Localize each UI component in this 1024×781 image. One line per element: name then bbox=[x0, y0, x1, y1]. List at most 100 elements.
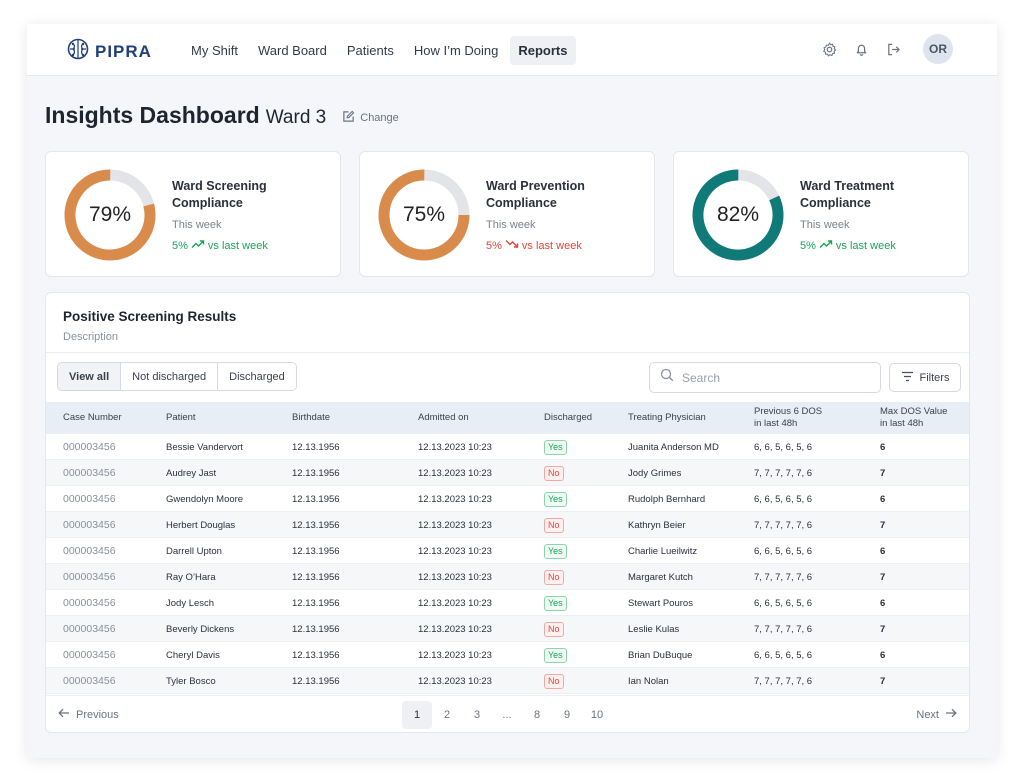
table-row[interactable]: 000003456 Herbert Douglas 12.13.1956 12.13.… bbox=[46, 512, 969, 538]
col-max-dos-header[interactable]: Max DOS Value in last 48h bbox=[880, 406, 948, 429]
table-row[interactable]: 000003456 Tyler Bosco 12.13.1956 12.13.2023… bbox=[46, 668, 969, 694]
nav-link-patients[interactable]: Patients bbox=[346, 43, 394, 58]
discharged-badge: Yes bbox=[544, 439, 567, 455]
nav-link-my-shift[interactable]: My Shift bbox=[191, 43, 238, 58]
case-number-cell: 000003456 bbox=[63, 597, 116, 609]
col-patient-header[interactable]: Patient bbox=[166, 412, 196, 423]
discharged-cell: Yes bbox=[544, 590, 567, 616]
trend-up-icon bbox=[191, 239, 205, 252]
table-row[interactable]: 000003456 Cheryl Davis 12.13.1956 12.13.202… bbox=[46, 642, 969, 668]
previous-dos-cell: 7, 7, 7, 7, 7, 6 bbox=[754, 519, 813, 531]
previous-dos-cell: 7, 7, 7, 7, 7, 6 bbox=[754, 623, 813, 635]
col-case-number-header[interactable]: Case Number bbox=[63, 412, 122, 423]
discharged-badge: Yes bbox=[544, 647, 567, 663]
table-row[interactable]: 000003456 Beverly Dickens 12.13.1956 12.13.… bbox=[46, 616, 969, 642]
patient-cell: Gwendolyn Moore bbox=[166, 493, 244, 505]
table-row[interactable]: 000003456 Bessie Vandervort 12.13.1956 12.1… bbox=[46, 434, 969, 460]
discharged-badge: No bbox=[544, 569, 564, 585]
nav-link-reports[interactable]: Reports bbox=[510, 36, 576, 65]
bell-icon[interactable] bbox=[853, 41, 869, 57]
max-dos-cell: 6 bbox=[880, 441, 886, 453]
col-treating-physician-header[interactable]: Treating Physician bbox=[628, 412, 706, 423]
kpi-period: This week bbox=[800, 219, 850, 231]
max-dos-cell: 7 bbox=[880, 623, 886, 635]
nav-link-ward-board[interactable]: Ward Board bbox=[257, 43, 327, 58]
logout-icon[interactable] bbox=[885, 41, 901, 57]
birthdate-cell: 12.13.1956 bbox=[292, 519, 340, 531]
search-input[interactable] bbox=[682, 370, 872, 385]
compliance-donut bbox=[64, 169, 156, 261]
discharged-badge: Yes bbox=[544, 543, 567, 559]
avatar[interactable]: OR bbox=[923, 34, 953, 64]
nav-link-how-i-m-doing[interactable]: How I’m Doing bbox=[413, 43, 499, 58]
previous-dos-cell: 7, 7, 7, 7, 7, 6 bbox=[754, 467, 813, 479]
patient-cell: Beverly Dickens bbox=[166, 623, 235, 635]
case-number-cell: 000003456 bbox=[63, 519, 116, 531]
patient-cell: Darrell Upton bbox=[166, 545, 222, 557]
treating-physician-cell: Charlie Lueilwitz bbox=[628, 545, 698, 557]
case-number-cell: 000003456 bbox=[63, 441, 116, 453]
logo[interactable]: PIPRA bbox=[67, 38, 152, 65]
compliance-donut bbox=[378, 169, 470, 261]
page-3-button[interactable]: 3 bbox=[473, 709, 481, 721]
filters-button[interactable]: Filters bbox=[889, 363, 961, 392]
table-row[interactable]: 000003456 Audrey Jast 12.13.1956 12.13.2023… bbox=[46, 460, 969, 486]
nav-actions: OR bbox=[821, 34, 953, 64]
search-box[interactable] bbox=[649, 362, 881, 393]
page-8-button[interactable]: 8 bbox=[533, 709, 541, 721]
edit-icon bbox=[342, 110, 355, 126]
compliance-donut bbox=[692, 169, 784, 261]
birthdate-cell: 12.13.1956 bbox=[292, 571, 340, 583]
next-page-button[interactable]: Next bbox=[916, 708, 957, 721]
treating-physician-cell: Juanita Anderson MD bbox=[628, 441, 719, 453]
birthdate-cell: 12.13.1956 bbox=[292, 545, 340, 557]
table-row[interactable]: 000003456 Darrell Upton 12.13.1956 12.13.20… bbox=[46, 538, 969, 564]
previous-dos-cell: 6, 6, 5, 6, 5, 6 bbox=[754, 545, 813, 557]
col-discharged-header[interactable]: Discharged bbox=[544, 412, 593, 423]
compliance-percent: 82% bbox=[716, 203, 760, 226]
filter-tab-view-all[interactable]: View all bbox=[58, 363, 122, 390]
table-row[interactable]: 000003456 Gwendolyn Moore 12.13.1956 12.13.… bbox=[46, 486, 969, 512]
gear-icon[interactable] bbox=[821, 41, 837, 57]
discharged-cell: No bbox=[544, 512, 564, 538]
filters-label: Filters bbox=[919, 371, 950, 384]
discharged-cell: No bbox=[544, 616, 564, 642]
birthdate-cell: 12.13.1956 bbox=[292, 493, 340, 505]
patient-cell: Cheryl Davis bbox=[166, 649, 220, 661]
brain-logo-icon bbox=[67, 38, 89, 65]
page-1-button[interactable]: 1 bbox=[402, 701, 432, 729]
page-2-button[interactable]: 2 bbox=[443, 709, 451, 721]
table-row[interactable]: 000003456 Ray O’Hara 12.13.1956 12.13.2023 … bbox=[46, 564, 969, 590]
col-previous-dos-header[interactable]: Previous 6 DOS in last 48h bbox=[754, 406, 823, 429]
previous-dos-cell: 7, 7, 7, 7, 7, 6 bbox=[754, 571, 813, 583]
discharged-cell: No bbox=[544, 564, 564, 590]
admitted-on-cell: 12.13.2023 10:23 bbox=[418, 545, 492, 557]
previous-dos-cell: 6, 6, 5, 6, 5, 6 bbox=[754, 649, 813, 661]
col-admitted-on-header[interactable]: Admitted on bbox=[418, 412, 469, 423]
page-numbers: 1 2 3... 8 9 10 bbox=[402, 701, 612, 729]
discharged-cell: Yes bbox=[544, 486, 567, 512]
trend-value: 5% bbox=[800, 239, 816, 252]
page-10-button[interactable]: 10 bbox=[590, 709, 604, 721]
col-birthdate-header[interactable]: Birthdate bbox=[292, 412, 331, 423]
filter-tab-not-discharged[interactable]: Not discharged bbox=[121, 363, 219, 390]
change-ward-button[interactable]: Change bbox=[342, 110, 399, 126]
table-description: Description bbox=[63, 331, 119, 343]
birthdate-cell: 12.13.1956 bbox=[292, 649, 340, 661]
kpi-title: Ward Treatment Compliance bbox=[800, 179, 895, 210]
treating-physician-cell: Jody Grimes bbox=[628, 467, 682, 479]
max-dos-cell: 6 bbox=[880, 545, 886, 557]
previous-page-button[interactable]: Previous bbox=[58, 708, 119, 721]
admitted-on-cell: 12.13.2023 10:23 bbox=[418, 467, 492, 479]
page-9-button[interactable]: 9 bbox=[563, 709, 571, 721]
filter-tab-discharged[interactable]: Discharged bbox=[218, 363, 296, 390]
brand-name: PIPRA bbox=[95, 41, 152, 61]
treating-physician-cell: Stewart Pouros bbox=[628, 597, 693, 609]
kpi-title: Ward Screening Compliance bbox=[172, 179, 267, 210]
max-dos-cell: 7 bbox=[880, 571, 886, 583]
kpi-card: 82% Ward Treatment Compliance This week 5% v… bbox=[673, 151, 969, 277]
kpi-card: 79% Ward Screening Compliance This week 5% v… bbox=[45, 151, 341, 277]
donut-value-arc bbox=[378, 169, 470, 261]
admitted-on-cell: 12.13.2023 10:23 bbox=[418, 649, 492, 661]
table-row[interactable]: 000003456 Jody Lesch 12.13.1956 12.13.2023 … bbox=[46, 590, 969, 616]
